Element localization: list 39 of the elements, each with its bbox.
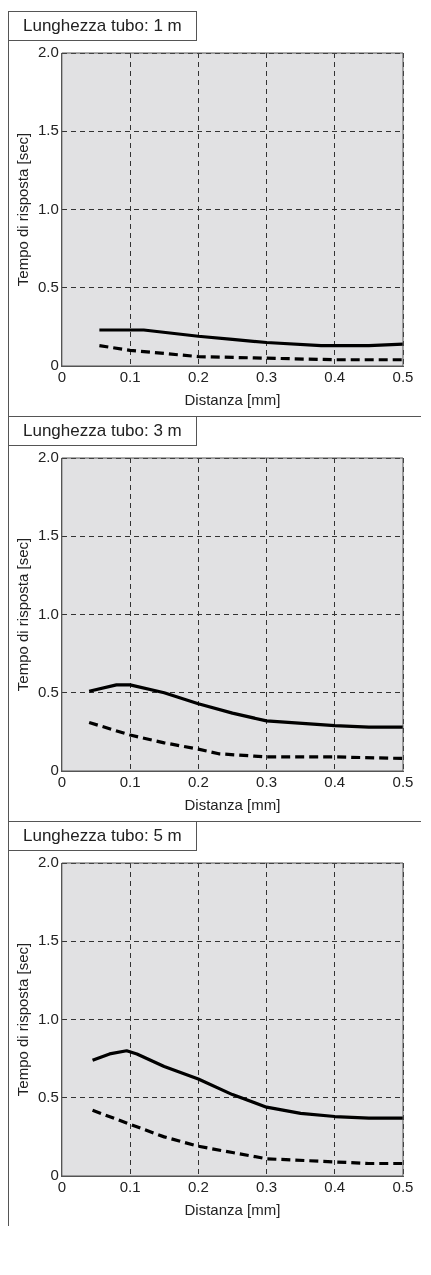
x-tick-label: 0.5 [392,773,414,791]
x-tick-label: 0.2 [187,773,209,791]
y-tick-label: 0.5 [37,682,59,700]
x-axis-title: Distanza [mm] [184,1201,281,1219]
y-tick-label: 1.5 [37,121,59,139]
y-tick-label: 0.5 [37,277,59,295]
x-tick-label: 0.4 [324,368,346,386]
x-tick-label: 0.3 [256,773,277,791]
y-axis-title: Tempo di risposta [sec] [14,132,32,287]
x-tick-label: 0.1 [119,368,141,386]
x-tick-label: 0.1 [119,1178,141,1196]
x-tick-label: 0.5 [392,368,414,386]
y-axis-title: Tempo di risposta [sec] [14,942,32,1097]
y-tick-label: 1.5 [37,526,59,544]
x-tick-label: 0.5 [392,1178,414,1196]
y-tick-label: 2.0 [37,448,59,466]
x-tick-label: 0.3 [256,1178,277,1196]
y-tick-label: 0 [50,356,59,374]
y-tick-label: 0 [50,1166,59,1184]
x-axis-title: Distanza [mm] [184,796,281,814]
x-tick-label: 0.2 [187,368,209,386]
chart-title: Lunghezza tubo: 5 m [8,821,197,851]
y-tick-label: 0.5 [37,1087,59,1105]
y-tick-label: 1.0 [37,1009,59,1027]
y-tick-label: 0 [50,761,59,779]
x-tick-label: 0.4 [324,773,346,791]
x-tick-label: 0.4 [324,1178,346,1196]
x-axis-title: Distanza [mm] [184,391,281,409]
y-tick-label: 2.0 [37,43,59,61]
x-tick-label: 0.1 [119,773,141,791]
y-tick-label: 1.0 [37,604,59,622]
x-tick-label: 0.2 [187,1178,209,1196]
chart-title: Lunghezza tubo: 1 m [8,11,197,41]
y-axis-title: Tempo di risposta [sec] [14,537,32,692]
x-tick-label: 0.3 [256,368,277,386]
y-tick-label: 1.0 [37,199,59,217]
chart-title: Lunghezza tubo: 3 m [8,416,197,446]
y-tick-label: 1.5 [37,931,59,949]
y-tick-label: 2.0 [37,853,59,871]
